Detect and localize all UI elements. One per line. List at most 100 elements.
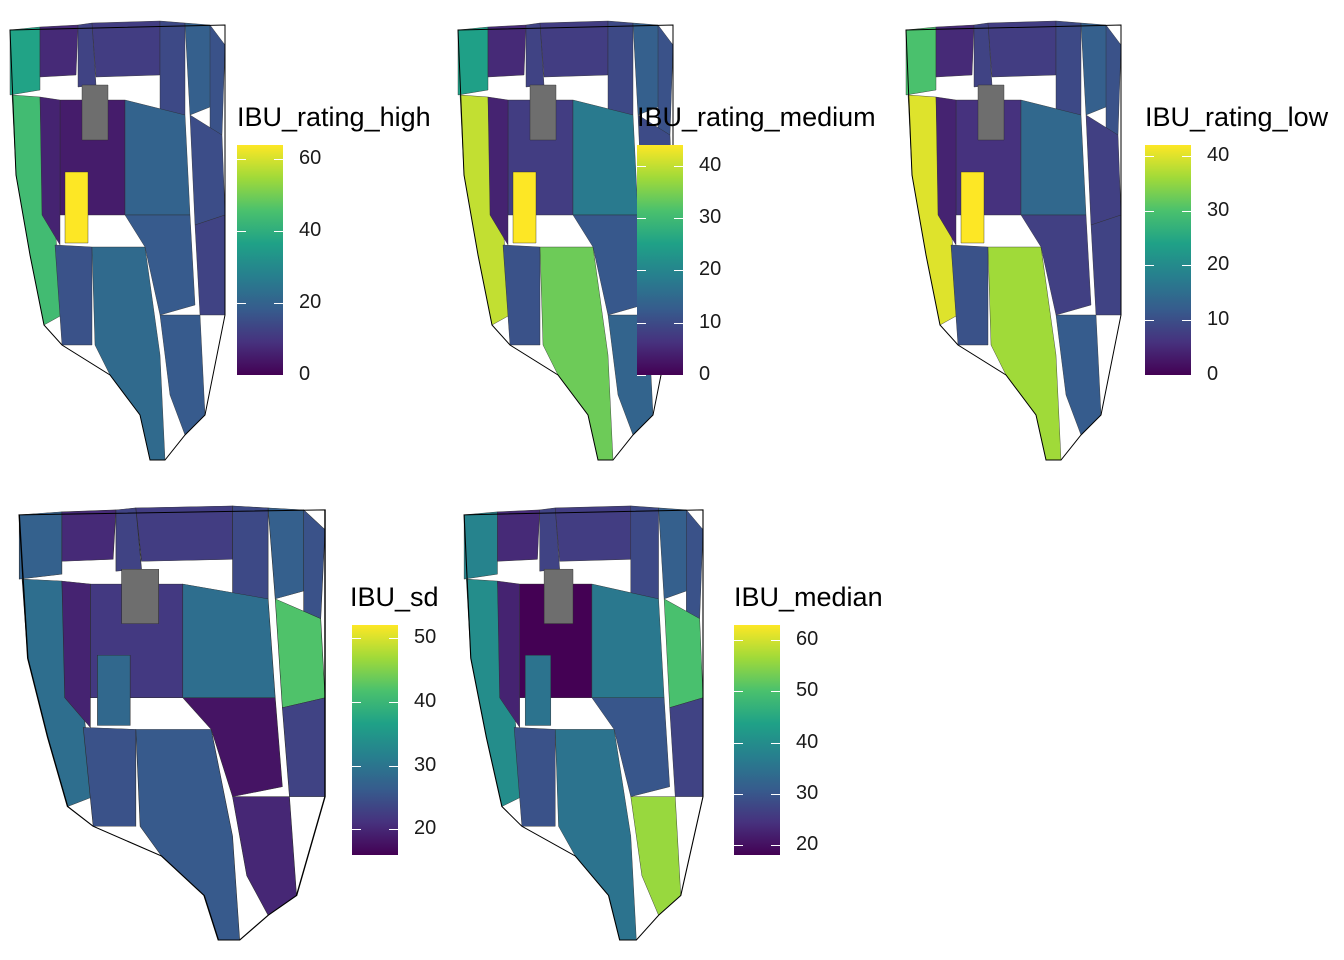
colorbar-tick-mark <box>637 375 646 376</box>
state-region-southwest <box>54 244 93 346</box>
state-region-utah <box>512 171 537 244</box>
state-region-south <box>1020 214 1092 316</box>
state-region-wisconsin <box>303 509 326 624</box>
colorbar-tick-label: 40 <box>699 153 722 176</box>
state-region-utah <box>525 655 551 726</box>
us-choropleth-map <box>9 20 226 461</box>
colorbar-tick-mark <box>1182 320 1191 322</box>
state-region-florida <box>232 796 297 916</box>
state-region-missing <box>529 84 557 141</box>
us-outline <box>9 24 226 461</box>
colorbar-tick-mark <box>352 765 361 767</box>
state-region-utah <box>64 171 89 244</box>
colorbar-tick-mark <box>274 159 283 161</box>
colorbar-tick-mark <box>637 322 646 324</box>
colorbar-tick-label: 40 <box>796 730 819 753</box>
state-region-midwest <box>182 583 276 698</box>
colorbar-tick-label: 40 <box>299 219 322 242</box>
colorbar-tick-label: 30 <box>699 206 722 229</box>
legend-title: IBU_sd <box>350 582 439 612</box>
map-panel-ibu-rating-medium: IBU_rating_medium 0 10 20 30 40 <box>448 0 896 470</box>
state-region-montana <box>539 20 609 78</box>
colorbar-tick-mark <box>674 165 683 167</box>
state-region-nevada <box>487 96 509 246</box>
us-choropleth-map <box>18 505 326 941</box>
us-choropleth-map <box>905 20 1122 461</box>
colorbar-tick-mark <box>352 637 361 639</box>
legend-title: IBU_rating_high <box>237 102 431 132</box>
colorbar-tick-label: 20 <box>699 258 722 281</box>
us-outline <box>463 509 704 941</box>
state-region-southwest <box>82 727 137 827</box>
colorbar-tick-mark <box>1145 375 1154 376</box>
state-region-montana <box>91 20 161 78</box>
colorbar-tick-mark <box>237 231 246 233</box>
state-region-midwest <box>591 583 665 698</box>
colorbar-tick-label: 0 <box>299 363 311 385</box>
colorbar-tick-mark <box>771 691 780 693</box>
colorbar-tick-label: 10 <box>699 310 722 333</box>
state-region-southwest <box>502 244 541 346</box>
state-region-missing <box>121 569 159 624</box>
state-region-oregon-north <box>61 509 117 562</box>
state-region-nevada <box>935 96 957 246</box>
colorbar-tick-mark <box>771 640 780 642</box>
state-region-southeast <box>1090 214 1122 316</box>
colorbar-tick-mark <box>1182 375 1191 376</box>
colorbar-tick-label: 50 <box>796 679 819 702</box>
state-region-southeast <box>669 697 704 797</box>
state-region-wisconsin <box>209 24 226 141</box>
legend-colorbar <box>1145 145 1191 375</box>
state-region-oregon-north <box>487 24 527 78</box>
colorbar-tick-mark <box>274 303 283 305</box>
state-region-washington <box>457 26 489 96</box>
legend-colorbar <box>637 145 683 375</box>
state-region-washington <box>18 511 63 580</box>
colorbar-tick-mark <box>1182 155 1191 157</box>
state-region-dakota <box>630 505 659 600</box>
colorbar-tick-mark <box>237 375 246 376</box>
colorbar-tick-label: 20 <box>1207 253 1230 276</box>
colorbar-tick-mark <box>389 637 398 639</box>
colorbar-tick-mark <box>771 742 780 744</box>
colorbar-tick-label: 0 <box>1207 363 1219 385</box>
colorbar-tick-mark <box>734 844 743 846</box>
colorbar-tick-mark <box>674 270 683 272</box>
colorbar-tick-mark <box>237 303 246 305</box>
state-region-nevada <box>39 96 61 246</box>
map-panel-ibu-rating-low: IBU_rating_low 0 10 20 30 40 <box>896 0 1344 470</box>
state-region-florida <box>159 314 206 436</box>
colorbar-tick-mark <box>389 829 398 831</box>
colorbar-tick-label: 0 <box>699 363 711 385</box>
state-region-southwest <box>950 244 989 346</box>
state-region-midwest <box>572 99 639 216</box>
colorbar-tick-label: 40 <box>1207 143 1230 166</box>
colorbar-tick-mark <box>734 742 743 744</box>
colorbar-tick-mark <box>237 159 246 161</box>
state-region-dakota <box>232 505 269 600</box>
colorbar-tick-mark <box>389 765 398 767</box>
state-region-missing <box>543 569 574 624</box>
state-region-montana <box>987 20 1057 78</box>
colorbar-tick-label: 20 <box>414 817 437 840</box>
colorbar-tick-mark <box>637 165 646 167</box>
colorbar-tick-mark <box>637 218 646 220</box>
legend-colorbar <box>237 145 283 375</box>
state-region-florida <box>1055 314 1102 436</box>
state-region-washington <box>463 511 498 580</box>
colorbar-tick-mark <box>389 701 398 703</box>
colorbar-tick-label: 30 <box>796 781 819 804</box>
legend-title: IBU_median <box>734 582 883 612</box>
state-region-montana <box>135 505 233 562</box>
state-region-wisconsin <box>1105 24 1122 141</box>
colorbar-tick-mark <box>1182 265 1191 267</box>
colorbar-tick-label: 60 <box>796 628 819 651</box>
map-panel-ibu-median: IBU_median 20 30 40 50 60 <box>448 480 896 950</box>
colorbar-tick-label: 20 <box>299 291 322 314</box>
state-region-nevada <box>497 580 520 729</box>
colorbar-tick-label: 30 <box>1207 198 1230 221</box>
state-region-washington <box>9 26 41 96</box>
state-region-south <box>591 697 670 797</box>
us-outline <box>905 24 1122 461</box>
colorbar-tick-mark <box>274 375 283 376</box>
